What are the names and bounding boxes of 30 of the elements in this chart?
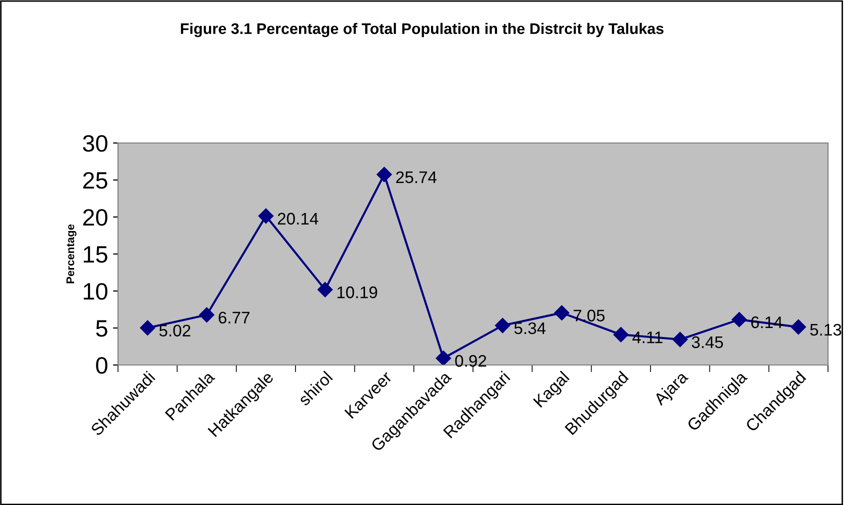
point	[199, 307, 214, 322]
data-label: 6.77	[218, 312, 250, 324]
point	[140, 320, 156, 336]
data-label: 25.74	[396, 171, 437, 184]
point	[318, 282, 333, 298]
point	[376, 166, 392, 182]
point	[554, 305, 570, 320]
point	[436, 350, 451, 365]
y-tick-label: 10	[84, 283, 108, 300]
chart-title: Figure 3.1 Percentage of Total Population in the Distrcit by Talukas	[180, 22, 664, 38]
data-label: 3.45	[692, 336, 723, 348]
point	[790, 319, 806, 335]
data-label: 5.13	[810, 324, 842, 336]
data-label: 7.05	[574, 310, 605, 322]
y-tick-label: 15	[84, 246, 108, 263]
point	[732, 312, 747, 328]
data-label: 20.14	[278, 212, 318, 225]
y-tick-label: 20	[83, 209, 108, 226]
y-tick-label: 5	[96, 320, 108, 337]
y-tick-label: 25	[83, 172, 108, 189]
point	[672, 332, 688, 348]
point	[258, 208, 274, 224]
data-label: 5.02	[159, 324, 190, 336]
y-tick-label: 30	[82, 135, 108, 152]
data-label: 5.34	[514, 322, 546, 334]
y-axis-title: Percentage	[66, 224, 76, 284]
data-label: 10.19	[337, 286, 378, 298]
data-label: 0.92	[455, 355, 486, 367]
point	[613, 327, 628, 342]
point	[495, 318, 510, 334]
